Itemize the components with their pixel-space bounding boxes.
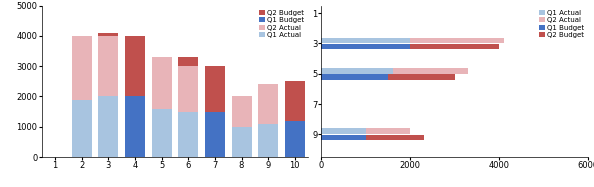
Bar <box>151 57 172 109</box>
Bar <box>258 96 278 127</box>
Bar <box>178 57 198 112</box>
Bar <box>393 68 468 74</box>
Bar <box>232 96 251 127</box>
Bar <box>410 44 499 49</box>
Bar <box>178 66 198 112</box>
Bar <box>178 112 198 157</box>
Bar <box>321 68 393 74</box>
Bar <box>151 109 172 157</box>
Bar <box>125 96 145 157</box>
Bar <box>178 112 198 157</box>
Bar <box>125 36 145 96</box>
Bar <box>98 96 118 157</box>
Bar <box>98 33 118 96</box>
Bar <box>410 38 504 43</box>
Bar <box>321 44 410 49</box>
Bar <box>71 36 91 99</box>
Bar <box>285 121 305 157</box>
Bar <box>258 124 278 157</box>
Bar <box>366 134 424 140</box>
Bar <box>205 112 225 157</box>
Bar <box>71 99 91 157</box>
Bar <box>388 74 455 80</box>
Legend: Q1 Actual, Q2 Actual, Q1 Budget, Q2 Budget: Q1 Actual, Q2 Actual, Q1 Budget, Q2 Budg… <box>538 9 584 39</box>
Bar <box>321 38 410 43</box>
Bar <box>321 74 388 80</box>
Bar <box>205 66 225 112</box>
Bar <box>98 96 118 157</box>
Bar <box>258 127 278 157</box>
Bar <box>258 84 278 124</box>
Bar <box>232 127 251 157</box>
Bar <box>366 128 410 134</box>
Bar <box>285 81 305 121</box>
Bar <box>98 36 118 96</box>
Bar <box>321 128 366 134</box>
Legend: Q2 Budget, Q1 Budget, Q2 Actual, Q1 Actual: Q2 Budget, Q1 Budget, Q2 Actual, Q1 Actu… <box>258 9 305 39</box>
Bar <box>321 134 366 140</box>
